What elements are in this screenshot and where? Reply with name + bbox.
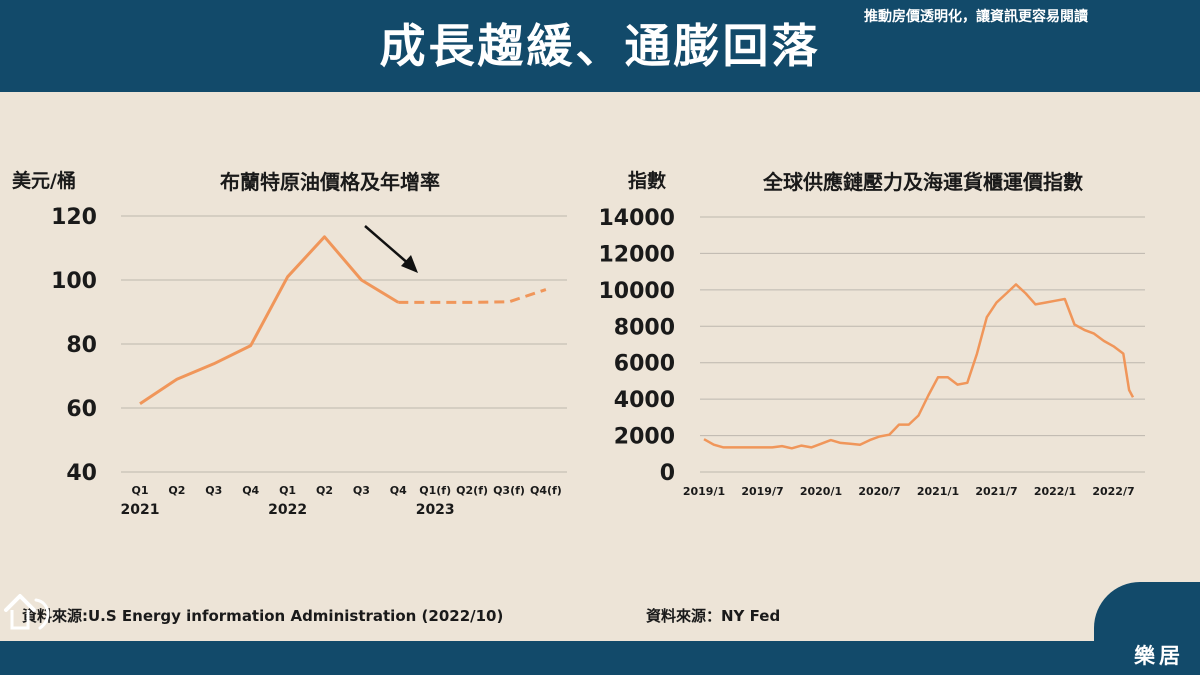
annotation-arrow-head [401,255,418,273]
left-x-tick-label: Q3(f) [493,484,525,497]
right-y-tick-label: 4000 [614,388,675,413]
left-x-tick-label: Q3 [205,484,222,497]
left-year-label: 2022 [268,502,307,518]
left-x-tick-label: Q2 [316,484,333,497]
right-y-tick-label: 2000 [614,425,675,450]
left-source: 資料來源:U.S Energy information Administrati… [22,607,504,625]
left-actual-series-line [139,235,400,406]
left-x-tick-label: Q1 [279,484,296,497]
left-y-tick-label: 80 [66,333,97,358]
left-x-tick-label: Q1 [131,484,148,497]
left-y-tick-label: 120 [51,205,97,230]
left-x-tick-label: Q2 [168,484,185,497]
left-x-tick-label: Q3 [353,484,370,497]
right-x-tick-label: 2022/1 [1034,485,1076,498]
left-year-label: 2023 [416,502,455,518]
right-x-tick-label: 2019/7 [741,485,783,498]
right-x-tick-label: 2022/7 [1092,485,1134,498]
left-y-tick-label: 100 [51,269,97,294]
header-bar [0,0,1200,92]
right-x-tick-label: 2020/1 [800,485,842,498]
right-y-tick-label: 6000 [614,352,675,377]
footer-bar [0,641,1200,675]
right-x-tick-label: 2021/7 [975,485,1017,498]
left-x-tick-label: Q4 [390,484,407,497]
left-chart-unit: 美元/桶 [12,170,76,192]
left-x-tick-label: Q2(f) [456,484,488,497]
right-series-line [703,283,1135,450]
footer-slogan: 推動房價透明化，讓資訊更容易閱讀 [864,9,1088,25]
right-x-tick-label: 2021/1 [917,485,959,498]
right-y-tick-label: 8000 [614,315,675,340]
logo-background [1094,582,1200,675]
charts-canvas: 40 60 80 100 120 Q1 Q2 Q3 Q4 Q1 Q2 Q3 Q4 Q1(f) Q2(f) Q3… [51,205,1145,518]
left-y-tick-label: 60 [66,397,97,422]
left-year-label: 2021 [121,502,160,518]
logo-text: 樂居 [1134,644,1184,668]
left-x-tick-label: Q4(f) [530,484,562,497]
left-chart-title: 布蘭特原油價格及年增率 [220,170,440,194]
left-forecast-series-line [398,288,547,304]
house-logo-icon [4,594,50,630]
left-x-tick-label: Q1(f) [419,484,451,497]
left-x-tick-label: Q4 [242,484,259,497]
annotation-arrow-shaft [364,225,411,266]
left-y-tick-label: 40 [66,461,97,486]
right-chart-title: 全球供應鏈壓力及海運貨櫃運價指數 [763,170,1083,194]
right-source: 資料來源：NY Fed [646,607,781,625]
right-x-tick-label: 2020/7 [858,485,900,498]
page-title: 成長趨緩、通膨回落 [379,19,821,73]
right-x-tick-label: 2019/1 [683,485,725,498]
right-y-tick-label: 10000 [598,279,675,304]
right-y-tick-label: 14000 [598,206,675,231]
right-y-tick-label: 0 [660,461,675,486]
right-y-tick-label: 12000 [598,242,675,267]
right-chart-unit: 指數 [628,170,667,192]
